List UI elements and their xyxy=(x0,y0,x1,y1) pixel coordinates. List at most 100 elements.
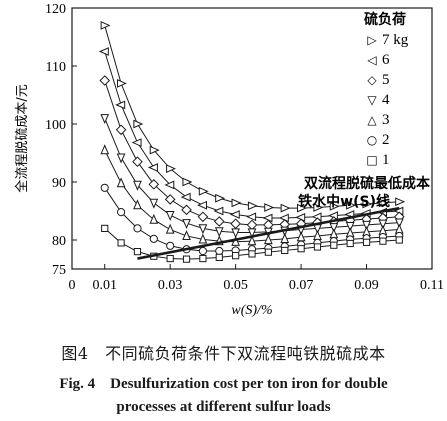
data-point xyxy=(246,212,257,222)
y-tick-label: 100 xyxy=(45,118,66,133)
data-point xyxy=(166,254,174,263)
data-point xyxy=(378,198,389,208)
data-point xyxy=(133,248,142,256)
y-axis-label: 全流程脱硫成本/元 xyxy=(14,84,30,192)
axes: 0 0.01 0.03 0.05 0.07 0.09 0.11 75 80 90 100 110 120… xyxy=(14,2,444,318)
x-tick-label: 0 xyxy=(69,278,76,293)
data-point xyxy=(166,241,175,250)
data-point xyxy=(247,228,257,239)
legend-entry: □ 1 xyxy=(366,152,389,168)
data-point xyxy=(230,218,241,230)
data-point xyxy=(115,100,126,110)
data-point xyxy=(198,233,208,244)
data-point xyxy=(148,179,160,190)
data-point xyxy=(213,216,225,227)
data-point xyxy=(100,114,110,125)
legend-title: 硫负荷 xyxy=(364,11,406,28)
data-point xyxy=(378,219,388,230)
legend-entry: ○ 2 xyxy=(367,132,390,148)
data-point xyxy=(133,199,142,210)
data-point xyxy=(133,224,142,233)
data-point xyxy=(329,201,340,211)
y-tick-label: 110 xyxy=(46,60,66,75)
data-point xyxy=(362,199,373,209)
legend-label: 4 xyxy=(382,92,390,108)
data-point xyxy=(346,200,357,210)
data-point xyxy=(182,219,191,230)
plot-frame xyxy=(71,7,433,270)
data-point xyxy=(264,248,272,256)
data-point xyxy=(98,47,109,56)
data-point xyxy=(100,21,111,30)
data-point xyxy=(215,246,224,256)
data-point xyxy=(149,213,159,224)
data-point xyxy=(100,183,109,192)
data-point xyxy=(247,201,258,211)
x-tick-label: 0.03 xyxy=(158,278,183,293)
legend-symbol: □ xyxy=(366,153,377,167)
data-point xyxy=(281,246,289,255)
data-point xyxy=(197,200,208,210)
data-point xyxy=(362,238,371,246)
data-point xyxy=(394,218,404,229)
x-axis-label: w(S)/% xyxy=(231,303,272,318)
data-point xyxy=(362,220,371,231)
series-5 xyxy=(100,144,404,246)
min-cost-line xyxy=(137,206,400,260)
data-point xyxy=(165,223,175,234)
data-point xyxy=(379,237,387,245)
data-point xyxy=(247,235,257,246)
data-point xyxy=(181,204,192,216)
x-tick-label: 0.01 xyxy=(92,278,117,293)
legend-label: 3 xyxy=(382,112,390,128)
data-point xyxy=(182,230,191,241)
data-point xyxy=(182,255,191,263)
data-point xyxy=(101,224,109,233)
y-tick-label: 90 xyxy=(52,176,66,191)
plot-area xyxy=(98,21,406,263)
data-point xyxy=(263,234,273,245)
data-point xyxy=(149,198,159,209)
data-point xyxy=(264,203,275,212)
legend-label: 1 xyxy=(382,152,390,168)
data-point xyxy=(246,219,258,231)
data-point xyxy=(213,206,224,216)
data-point xyxy=(182,177,193,187)
data-point xyxy=(248,250,256,258)
legend-symbol: ○ xyxy=(367,133,377,147)
series-1 xyxy=(100,21,406,213)
data-point xyxy=(229,210,240,219)
data-point xyxy=(313,203,324,212)
data-point xyxy=(313,243,322,251)
data-point xyxy=(198,224,208,235)
sulfur-load-cost-chart: 0 0.01 0.03 0.05 0.07 0.09 0.11 75 80 90 100 110 120… xyxy=(14,2,444,318)
legend-label: 5 xyxy=(382,72,390,88)
x-tick-label: 0.11 xyxy=(420,278,444,293)
data-point xyxy=(133,180,142,191)
data-point xyxy=(215,253,223,262)
annotation-line1: 双流程脱硫最低成本 xyxy=(304,175,431,192)
y-tick-label: 80 xyxy=(52,234,66,249)
data-point xyxy=(99,75,111,86)
legend-entry: ▽ 4 xyxy=(367,92,390,108)
data-point xyxy=(149,145,160,155)
legend-symbol: ◇ xyxy=(367,73,377,87)
legend-label: 6 xyxy=(382,52,390,68)
data-point xyxy=(116,153,126,164)
data-point xyxy=(297,245,305,253)
data-point xyxy=(329,223,339,234)
data-point xyxy=(262,213,273,223)
annotation-line2: 铁水中w(S)线 xyxy=(298,193,390,210)
legend-label: 7 kg xyxy=(382,32,409,48)
legend-entry: △ 3 xyxy=(367,112,389,128)
data-point xyxy=(166,164,177,174)
x-tick-label: 0.09 xyxy=(354,278,379,293)
data-point xyxy=(296,203,307,213)
data-point xyxy=(116,208,126,217)
figure-caption-chinese: 图4 不同硫负荷条件下双流程吨铁脱硫成本 xyxy=(61,344,386,363)
data-point xyxy=(116,177,126,188)
data-point xyxy=(232,252,240,260)
data-point xyxy=(197,211,209,223)
data-point xyxy=(346,239,354,248)
y-tick-label: 120 xyxy=(45,2,66,17)
